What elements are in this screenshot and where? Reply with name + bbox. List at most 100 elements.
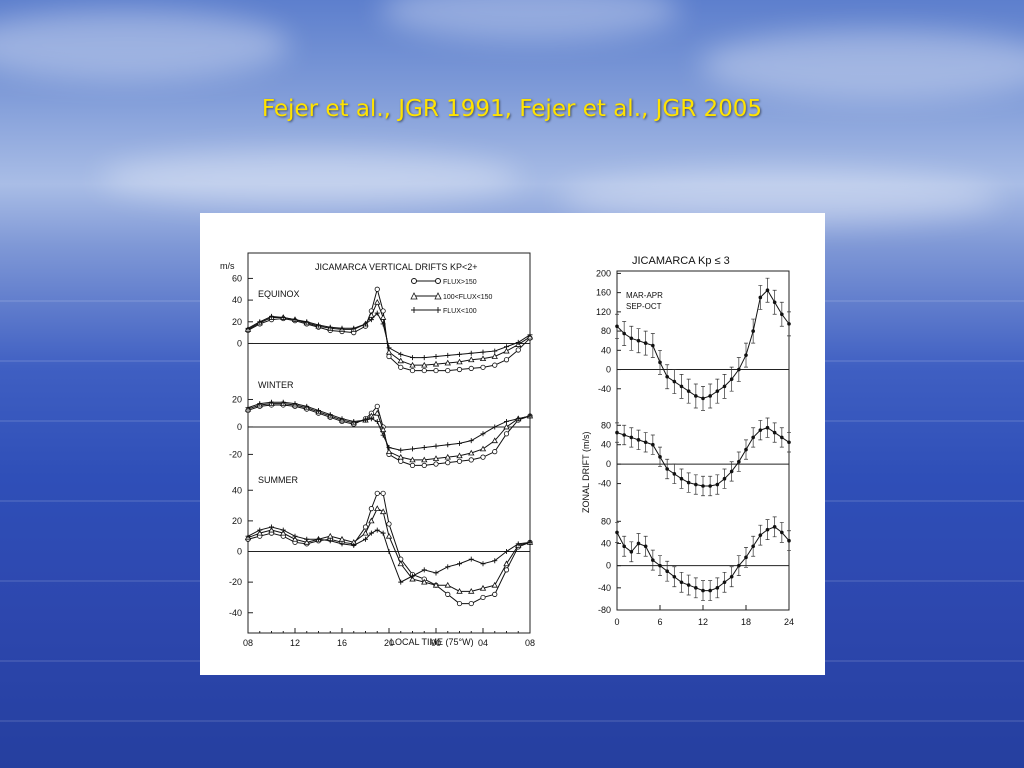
right-point — [686, 480, 691, 485]
left-point-circle — [421, 462, 427, 468]
left-x-tick-label: 08 — [525, 638, 535, 648]
left-point-circle — [368, 506, 374, 512]
left-y-tick-label: -40 — [229, 608, 242, 618]
left-point-circle — [409, 367, 416, 374]
left-point-triangle — [374, 409, 381, 416]
left-point-plus — [480, 431, 486, 437]
left-point-triangle — [503, 560, 510, 567]
left-point-plus — [269, 313, 274, 319]
right-y-tick-label: 0 — [606, 561, 611, 571]
right-point — [672, 472, 677, 476]
right-x-tick-label: 6 — [657, 617, 662, 627]
right-y-tick-label: 80 — [601, 420, 611, 430]
left-point-plus — [245, 533, 251, 539]
left-y-tick-label: 40 — [232, 295, 242, 305]
left-point-triangle — [338, 535, 346, 542]
right-point — [737, 367, 741, 372]
left-point-triangle — [491, 353, 498, 359]
left-point-triangle — [444, 359, 451, 366]
right-point — [665, 374, 669, 379]
left-legend: FLUX>150 100<FLUX<150 FLUX<100 — [410, 278, 493, 315]
left-point-plus — [398, 447, 404, 453]
left-point-circle — [386, 521, 392, 527]
right-point — [694, 394, 698, 398]
left-point-triangle — [456, 587, 463, 594]
right-point — [780, 435, 784, 440]
left-x-tick-label: 04 — [478, 638, 488, 648]
right-point — [622, 433, 626, 437]
right-point — [651, 343, 655, 348]
right-point — [744, 353, 748, 357]
right-y-tick-label: -40 — [598, 479, 611, 489]
left-y-tick-label: 0 — [237, 422, 242, 432]
right-point — [672, 379, 677, 384]
left-point-plus — [280, 527, 286, 533]
left-point-triangle — [374, 298, 381, 305]
left-point-plus — [351, 418, 357, 424]
left-point-plus — [515, 416, 521, 422]
left-point-triangle — [421, 456, 428, 463]
right-point — [787, 322, 791, 326]
left-point-triangle — [479, 355, 487, 362]
right-point — [751, 544, 755, 549]
right-point — [701, 588, 705, 593]
right-point — [751, 435, 755, 440]
left-point-plus — [257, 527, 263, 533]
left-point-plus — [339, 325, 345, 331]
right-point — [622, 544, 626, 549]
left-point-circle — [480, 454, 486, 460]
right-y-tick-label: -80 — [598, 605, 611, 615]
left-point-plus — [368, 530, 374, 536]
left-point-plus — [304, 403, 310, 409]
left-point-triangle — [444, 581, 451, 588]
right-y-tick-label: -40 — [598, 384, 611, 394]
left-point-circle — [468, 600, 474, 607]
left-y-tick-label: 0 — [237, 547, 242, 557]
left-point-triangle — [479, 584, 487, 591]
left-point-circle — [503, 357, 510, 363]
left-point-circle — [409, 462, 416, 468]
right-point — [636, 338, 641, 343]
left-point-plus — [292, 317, 298, 323]
right-y-tick-label: 160 — [596, 288, 611, 298]
left-point-circle — [374, 286, 380, 292]
left-point-circle — [456, 600, 463, 607]
right-point — [686, 583, 691, 587]
right-point — [722, 580, 727, 585]
left-x-tick-label: 12 — [290, 638, 300, 648]
right-point — [686, 389, 691, 393]
left-point-circle — [492, 362, 498, 368]
left-y-tick-label: 60 — [232, 273, 242, 283]
left-point-plus — [374, 310, 380, 316]
left-point-plus — [410, 573, 415, 579]
left-point-circle — [386, 353, 392, 360]
left-point-plus — [339, 416, 345, 422]
left-point-plus — [386, 445, 392, 451]
right-x-tick-label: 24 — [784, 617, 794, 627]
left-point-plus — [292, 533, 298, 539]
right-x-tick-label: 12 — [698, 617, 708, 627]
right-point — [636, 438, 641, 442]
right-point — [729, 377, 734, 381]
left-point-triangle — [368, 517, 375, 524]
left-point-plus — [386, 549, 392, 554]
left-point-circle — [515, 347, 521, 353]
left-point-plus — [363, 417, 368, 423]
left-point-plus — [433, 443, 439, 449]
left-point-plus — [515, 339, 521, 345]
left-point-plus — [433, 570, 439, 576]
left-point-plus — [374, 527, 380, 533]
right-point — [744, 555, 748, 560]
left-point-plus — [351, 542, 357, 548]
left-point-circle — [456, 366, 463, 373]
left-point-circle — [503, 431, 510, 437]
left-point-triangle — [444, 453, 451, 460]
left-x-tick-label: 20 — [384, 638, 394, 648]
right-y-tick-label: 80 — [601, 326, 611, 336]
left-point-triangle — [421, 578, 428, 585]
left-point-plus — [421, 567, 427, 573]
right-point — [729, 574, 734, 579]
left-point-plus — [269, 524, 274, 530]
left-point-triangle — [409, 361, 416, 368]
left-point-triangle — [409, 456, 416, 463]
